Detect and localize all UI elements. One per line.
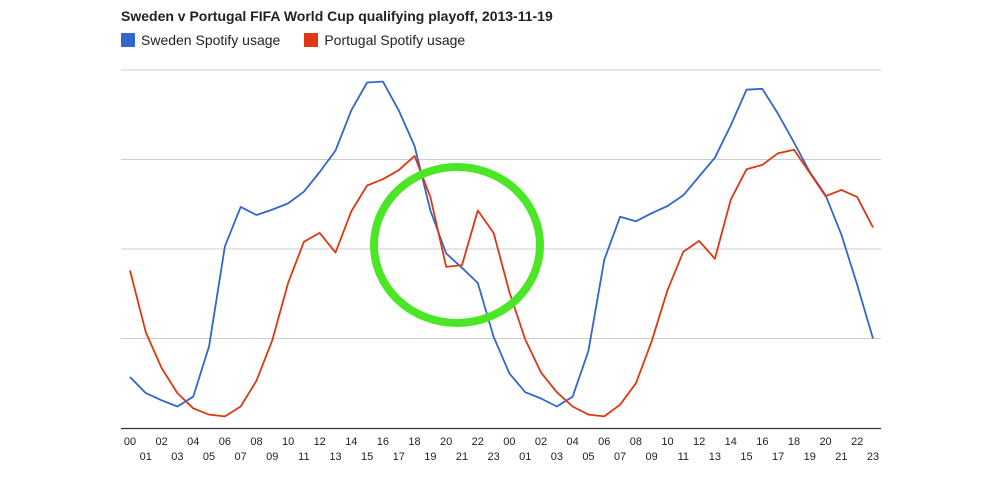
x-tick-label: 13 <box>329 451 341 463</box>
x-tick-label: 00 <box>124 436 136 448</box>
x-tick-label: 18 <box>788 436 800 448</box>
chart-title: Sweden v Portugal FIFA World Cup qualify… <box>121 8 553 24</box>
x-tick-label: 08 <box>630 436 642 448</box>
x-tick-label: 07 <box>235 451 247 463</box>
x-tick-label: 12 <box>693 436 705 448</box>
x-tick-label: 14 <box>725 436 737 448</box>
x-tick-label: 01 <box>519 451 531 463</box>
legend-label-sweden: Sweden Spotify usage <box>141 32 281 48</box>
legend-swatch-portugal <box>304 33 319 47</box>
x-tick-label: 20 <box>440 436 452 448</box>
x-tick-label: 22 <box>472 436 484 448</box>
x-tick-label: 09 <box>646 451 658 463</box>
x-tick-label: 04 <box>187 436 199 448</box>
x-tick-label: 10 <box>282 436 294 448</box>
x-tick-label: 20 <box>819 436 831 448</box>
x-tick-label: 01 <box>140 451 152 463</box>
x-tick-label: 17 <box>393 451 405 463</box>
x-tick-label: 15 <box>740 451 752 463</box>
x-tick-label: 19 <box>804 451 816 463</box>
x-tick-label: 06 <box>598 436 610 448</box>
x-tick-label: 05 <box>203 451 215 463</box>
legend-label-portugal: Portugal Spotify usage <box>324 32 466 48</box>
x-tick-label: 03 <box>171 451 183 463</box>
x-tick-label: 16 <box>377 436 389 448</box>
x-tick-label: 09 <box>266 451 278 463</box>
x-tick-label: 14 <box>345 436 357 448</box>
x-tick-label: 07 <box>614 451 626 463</box>
x-tick-label: 23 <box>867 451 879 463</box>
x-tick-label: 17 <box>772 451 784 463</box>
x-tick-label: 03 <box>551 451 563 463</box>
x-tick-label: 04 <box>567 436 579 448</box>
legend-swatch-sweden <box>121 33 135 47</box>
x-tick-label: 10 <box>661 436 673 448</box>
x-tick-label: 11 <box>678 451 689 463</box>
x-tick-label: 21 <box>835 451 847 463</box>
x-tick-label: 06 <box>219 436 231 448</box>
portugal-series-line <box>129 148 874 418</box>
x-tick-label: 05 <box>582 451 594 463</box>
x-tick-label: 08 <box>250 436 262 448</box>
x-tick-label: 21 <box>456 451 468 463</box>
legend-item-portugal[interactable]: Portugal Spotify usage <box>304 32 465 48</box>
x-tick-label: 23 <box>487 451 499 463</box>
x-tick-label: 18 <box>408 436 420 448</box>
x-tick-label: 22 <box>851 436 863 448</box>
x-tick-label: 15 <box>361 451 373 463</box>
x-tick-label: 00 <box>503 436 515 448</box>
x-tick-label: 16 <box>756 436 768 448</box>
legend-item-sweden[interactable]: Sweden Spotify usage <box>121 32 280 48</box>
x-tick-label: 13 <box>709 451 721 463</box>
highlight-circle <box>370 163 544 327</box>
x-tick-label: 11 <box>298 451 309 463</box>
x-tick-label: 02 <box>535 436 547 448</box>
x-tick-label: 12 <box>314 436 326 448</box>
sweden-series-line <box>129 80 874 408</box>
legend: Sweden Spotify usage Portugal Spotify us… <box>121 30 489 50</box>
x-tick-label: 19 <box>424 451 436 463</box>
x-tick-label: 02 <box>155 436 167 448</box>
